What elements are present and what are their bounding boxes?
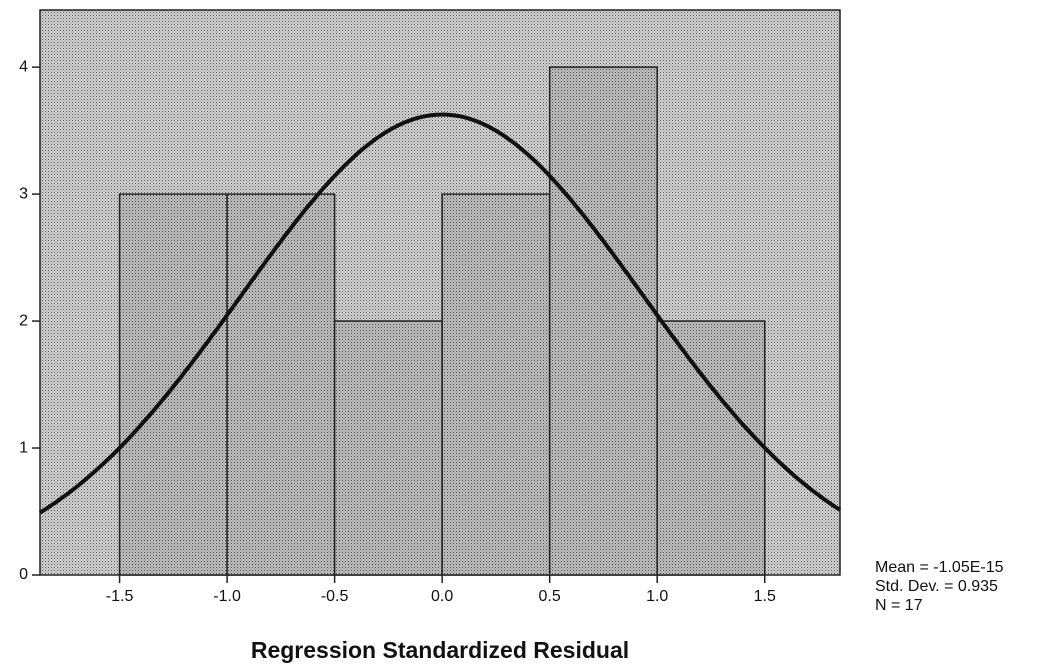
x-tick-label: -0.5 — [321, 588, 349, 605]
bar — [441, 193, 551, 576]
bar — [656, 320, 766, 576]
x-tick-label: 1.0 — [646, 588, 668, 605]
stat-label: Std. Dev. = 0.935 — [875, 578, 998, 595]
x-axis-label: Regression Standardized Residual — [251, 637, 629, 663]
x-tick-label: -1.5 — [106, 588, 134, 605]
y-tick-label: 2 — [19, 312, 28, 329]
y-tick-label: 0 — [19, 566, 28, 583]
stat-label: N = 17 — [875, 597, 923, 614]
x-tick-label: -1.0 — [213, 588, 241, 605]
bar — [226, 193, 336, 576]
x-tick-label: 0.0 — [431, 588, 453, 605]
x-tick-label: 0.5 — [539, 588, 561, 605]
normal-curve — [38, 112, 842, 515]
y-tick-label: 3 — [19, 185, 28, 202]
x-tick-label: 1.5 — [754, 588, 776, 605]
bar — [548, 66, 658, 576]
y-tick-label: 4 — [19, 58, 28, 75]
y-tick-label: 1 — [19, 439, 28, 456]
stat-label: Mean = -1.05E-15 — [875, 559, 1004, 576]
bar — [333, 320, 443, 576]
